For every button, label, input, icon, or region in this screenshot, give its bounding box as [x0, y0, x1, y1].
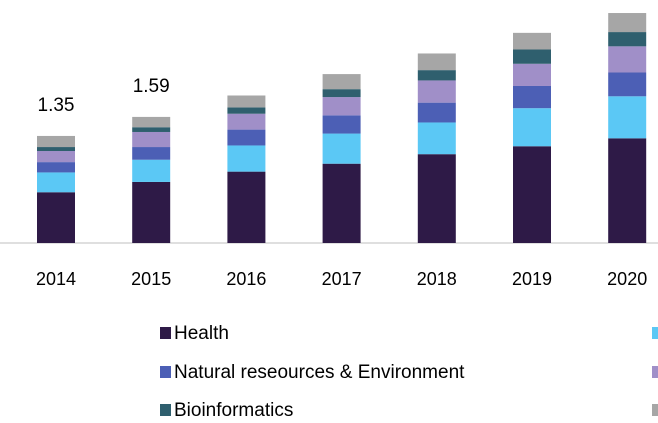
bar-segment	[513, 49, 551, 64]
bar-segment	[417, 80, 456, 103]
bar-segment	[417, 53, 456, 71]
x-tick-label: 2016	[226, 269, 266, 289]
bar-segment	[322, 133, 361, 164]
bar-segment	[37, 172, 75, 193]
legend-swatch	[652, 366, 658, 378]
bar-segment	[227, 95, 266, 108]
bar-segment	[608, 96, 647, 139]
bar-segment	[417, 154, 456, 243]
bar-segment	[322, 115, 361, 134]
bar-segment	[132, 116, 171, 128]
bar-segment	[227, 129, 266, 146]
legend-label: Bioinformatics	[174, 400, 293, 421]
bar-segment	[417, 70, 456, 81]
bar-segment	[513, 146, 551, 243]
bar-segment	[37, 162, 75, 173]
bar-segment	[227, 171, 266, 243]
bar-segment	[513, 85, 551, 109]
x-tick-label: 2014	[36, 269, 76, 289]
bar-segment	[132, 147, 171, 160]
legend-swatch	[160, 366, 171, 378]
x-tick-label: 2019	[512, 269, 552, 289]
bar-segment	[132, 159, 171, 182]
legend-swatch	[652, 404, 658, 416]
bar-segment	[227, 113, 266, 130]
legend-label: Health	[174, 323, 229, 344]
bar-segment	[37, 135, 75, 148]
bar-segment	[608, 13, 647, 33]
bar-segment	[513, 63, 551, 86]
legend-label: Natural reseources & Environment	[174, 362, 465, 383]
bar-segment	[417, 102, 456, 123]
bar-segment	[322, 163, 361, 243]
bar-segment	[322, 97, 361, 116]
bar-segment	[132, 131, 171, 148]
bar-segment	[37, 147, 75, 152]
bar-segment	[417, 122, 456, 155]
legend-swatch	[160, 327, 171, 339]
bar-segment	[513, 108, 551, 147]
legend-swatch	[160, 404, 171, 416]
bar-segment	[37, 192, 75, 243]
legend-swatch	[652, 327, 658, 339]
bar-segment	[608, 46, 647, 73]
total-label: 1.59	[133, 76, 170, 97]
x-tick-label: 2017	[322, 269, 362, 289]
bar-segment	[608, 32, 647, 47]
bar-segment	[608, 138, 647, 243]
x-tick-label: 2018	[417, 269, 457, 289]
x-tick-label: 2020	[607, 269, 647, 289]
bar-segment	[608, 72, 647, 97]
bar-segment	[227, 107, 266, 114]
x-tick-label: 2015	[131, 269, 171, 289]
bar-segment	[37, 151, 75, 163]
bar-segment	[513, 32, 551, 50]
bar-segment	[322, 89, 361, 98]
bar-segment	[132, 181, 171, 243]
bar-segment	[227, 145, 266, 172]
bar-segment	[322, 74, 361, 90]
total-label: 1.35	[38, 95, 75, 116]
bar-segment	[132, 127, 171, 132]
